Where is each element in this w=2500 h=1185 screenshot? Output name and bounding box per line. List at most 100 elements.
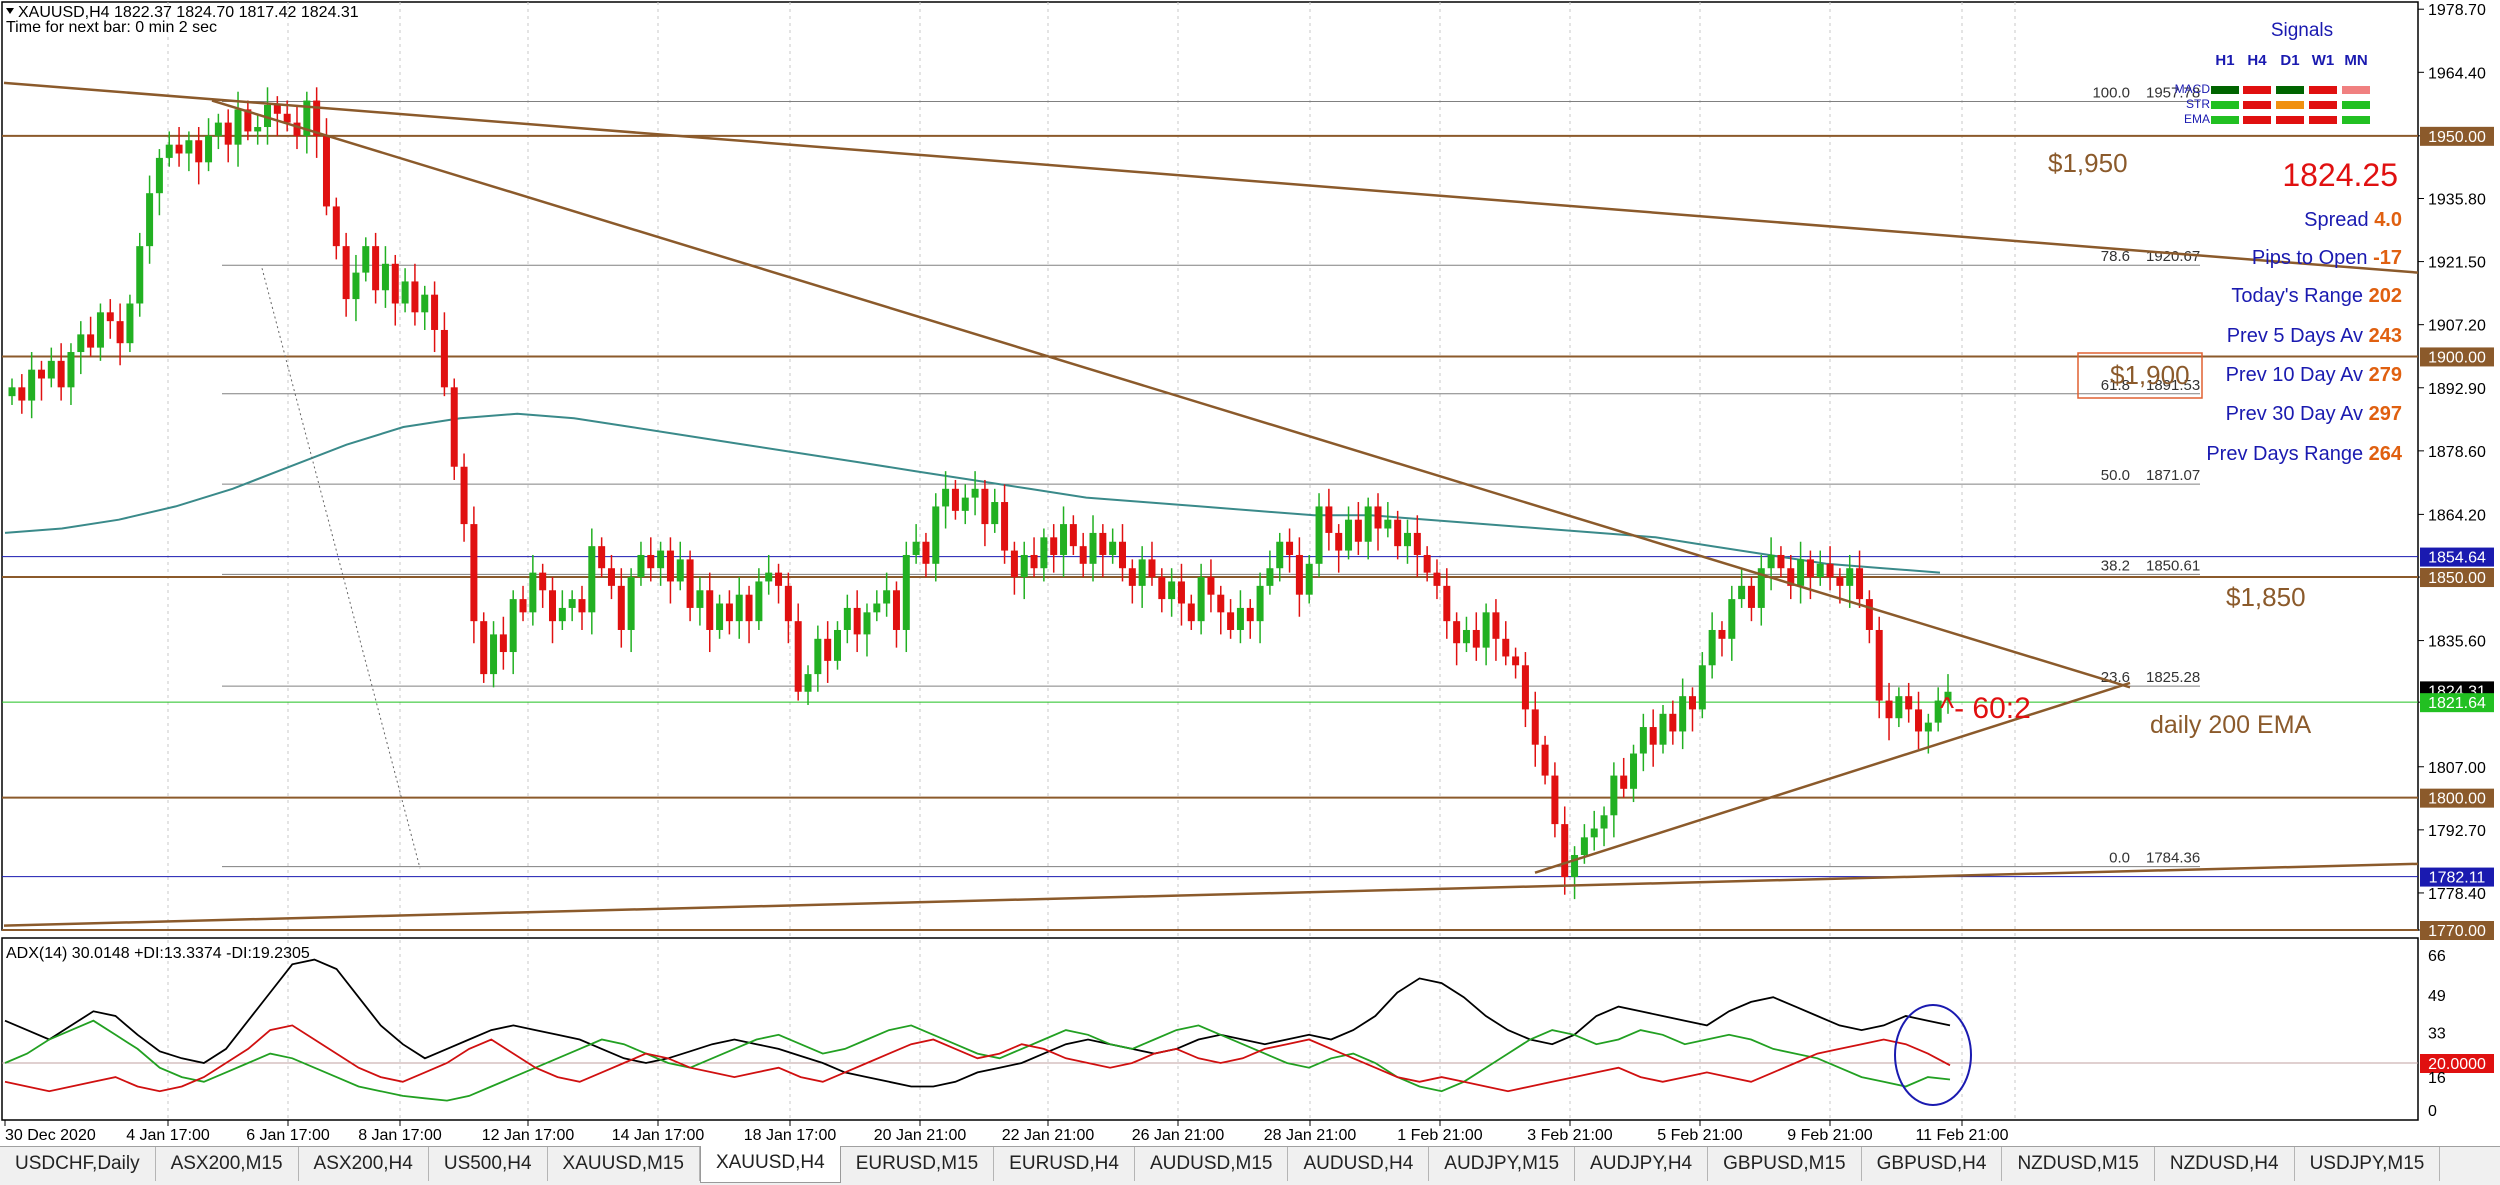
signals-title: Signals: [2271, 20, 2333, 41]
candle-body: [1718, 629, 1726, 639]
candle-body: [1168, 581, 1176, 600]
candle-body: [460, 466, 468, 525]
symbol-tab[interactable]: XAUUSD,M15: [548, 1147, 700, 1181]
candle-body: [1915, 709, 1923, 732]
candle-body: [804, 674, 812, 692]
info-value: 202: [2369, 285, 2402, 307]
price-tag: [2420, 693, 2494, 713]
adx-line: [4, 958, 1951, 1088]
candle-body: [1757, 568, 1765, 608]
price-tag-label: 1850.00: [2428, 570, 2486, 587]
symbol-tab[interactable]: US500,H4: [429, 1147, 548, 1181]
symbol-tab[interactable]: ASX200,M15: [156, 1147, 299, 1181]
candle-body: [814, 638, 822, 675]
symbol-tab[interactable]: AUDUSD,M15: [1135, 1147, 1289, 1181]
adx-axis-label: 16: [2428, 1070, 2446, 1087]
price-axis-label: 1964.40: [2428, 65, 2486, 82]
symbol-tab[interactable]: AUDJPY,H4: [1575, 1147, 1709, 1181]
adx-highlight-circle: [1894, 1004, 1972, 1106]
candle-body: [126, 303, 134, 344]
signal-cell: [2342, 86, 2370, 94]
candle-body: [1865, 599, 1873, 630]
signals-row-label: MACD: [2175, 82, 2211, 96]
symbol-tab[interactable]: NZDUSD,H4: [2155, 1147, 2295, 1181]
candle-body: [1394, 519, 1402, 547]
price-tag-label: 1900.00: [2428, 349, 2486, 366]
candle-body: [1453, 621, 1461, 644]
candle-body: [1571, 854, 1579, 878]
symbol-tab[interactable]: ASX200,H4: [299, 1147, 429, 1181]
candle-body: [558, 607, 566, 622]
candle-body: [588, 546, 596, 613]
candle-body: [146, 193, 154, 247]
candle-body: [1236, 607, 1244, 630]
candle-body: [273, 104, 281, 114]
candle-body: [578, 599, 586, 613]
price-tag: [2420, 126, 2494, 146]
candle-body: [1826, 563, 1834, 578]
candle-body: [1610, 775, 1618, 816]
candle-body: [175, 144, 183, 154]
price-tag: [2420, 547, 2494, 567]
info-label: Today's Range: [2231, 285, 2368, 307]
time-axis-label: 9 Feb 21:00: [1787, 1127, 1873, 1144]
candle-body: [1551, 775, 1559, 825]
triangle-label: ^- 60:2: [1940, 692, 2031, 725]
price-tag: [2420, 867, 2494, 887]
symbol-tab[interactable]: EURUSD,H4: [994, 1147, 1135, 1181]
candle-body: [96, 312, 104, 348]
candle-body: [991, 502, 999, 525]
candle-body: [1698, 665, 1706, 710]
candle-body: [1384, 519, 1392, 529]
info-value: 243: [2369, 325, 2402, 347]
candle-body: [77, 334, 85, 353]
candle-body: [47, 360, 55, 379]
chart-menu-icon[interactable]: [6, 8, 14, 14]
candle-body: [8, 387, 16, 397]
candle-body: [1747, 585, 1755, 608]
candle-body: [1138, 559, 1146, 586]
signal-cell: [2309, 86, 2337, 94]
candle-body: [775, 572, 783, 586]
candle-body: [391, 263, 399, 304]
candle-body: [1649, 727, 1657, 745]
time-axis-label: 20 Jan 21:00: [874, 1127, 967, 1144]
price-tag-label: 1782.11: [2429, 870, 2486, 887]
candle-body: [1521, 665, 1529, 710]
candle-body: [1934, 700, 1942, 723]
candle-body: [322, 135, 330, 207]
candle-body: [1472, 629, 1480, 648]
time-axis-label: 14 Jan 17:00: [612, 1127, 705, 1144]
symbol-tab[interactable]: XAUUSD,H4: [699, 1146, 841, 1183]
symbol-tab[interactable]: EURUSD,M15: [841, 1147, 995, 1181]
time-axis-label: 6 Jan 17:00: [246, 1127, 330, 1144]
symbol-tab[interactable]: AUDJPY,M15: [1429, 1147, 1576, 1181]
candle-body: [1030, 554, 1038, 569]
candle-body: [1060, 524, 1068, 555]
price-axis-label: 1792.70: [2428, 823, 2486, 840]
time-axis-label: 12 Jan 17:00: [482, 1127, 575, 1144]
adx-axis-label: 66: [2428, 948, 2446, 965]
symbol-tab[interactable]: NZDUSD,M15: [2002, 1147, 2155, 1181]
candle-body: [716, 603, 724, 630]
plus-di-line: [4, 1019, 1951, 1102]
candle-body: [676, 559, 684, 582]
candle-body: [1885, 700, 1893, 719]
price-tag-label: 1800.00: [2428, 791, 2486, 808]
symbol-tab[interactable]: USDCHF,Daily: [0, 1147, 156, 1181]
price-tag-label: 1821.64: [2428, 695, 2486, 712]
symbol-tab[interactable]: GBPUSD,H4: [1862, 1147, 2003, 1181]
candle-body: [1738, 585, 1746, 600]
signal-cell: [2211, 101, 2239, 109]
candle-body: [1246, 607, 1254, 622]
signal-cell: [2243, 101, 2271, 109]
symbol-tab[interactable]: GBPUSD,M15: [1708, 1147, 1862, 1181]
info-row: Pips to Open -17: [2252, 247, 2402, 269]
label-1900-box: [2077, 352, 2203, 399]
time-axis-label: 3 Feb 21:00: [1527, 1127, 1613, 1144]
info-label: Prev 30 Day Av: [2226, 403, 2369, 425]
symbol-tab[interactable]: USDJPY,M15: [2295, 1147, 2441, 1181]
candle-body: [932, 506, 940, 564]
symbol-tab[interactable]: AUDUSD,H4: [1288, 1147, 1430, 1181]
